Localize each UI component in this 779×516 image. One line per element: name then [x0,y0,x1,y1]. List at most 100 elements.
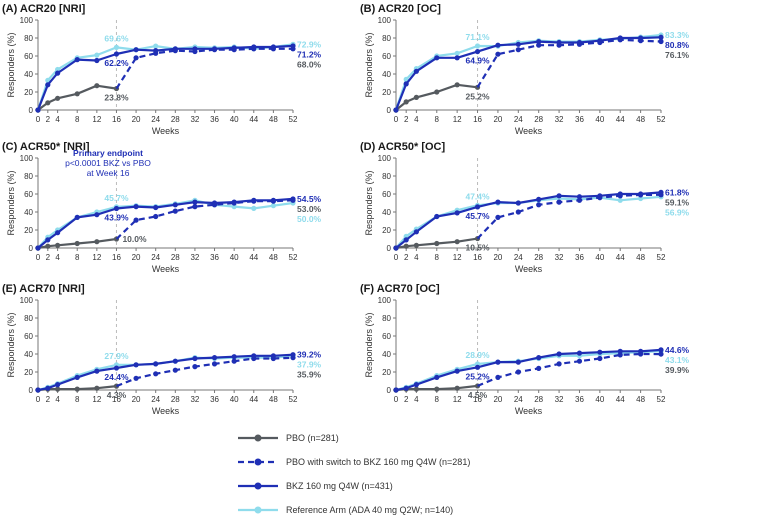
data-point-pbo [55,95,61,101]
x-tick-label: 48 [636,115,645,124]
data-point-bkz [474,204,481,210]
data-point-bkz [153,204,159,211]
data-point-bkz [515,200,521,206]
x-tick-label: 52 [289,115,298,124]
data-point-switch [658,351,664,357]
data-point-switch [617,352,623,358]
x-tick-label: 40 [230,395,239,404]
data-point-switch [192,364,198,370]
data-point-bkz [55,382,61,388]
legend-label-switch: PBO with switch to BKZ 160 mg Q4W (n=281… [286,457,470,467]
data-point-ref [251,205,257,211]
data-point-bkz [597,38,603,44]
x-tick-label: 20 [132,253,141,262]
data-point-ref [231,204,237,210]
x-tick-label: 24 [514,253,523,262]
data-point-switch [495,214,501,220]
x-tick-label: 0 [394,115,399,124]
data-point-bkz [133,47,139,53]
panel-title: (C) ACR50* [NRI] [2,141,90,153]
data-point-bkz [617,35,623,41]
data-point-bkz [192,355,198,362]
week52-value-label: 71.2% [297,49,322,59]
x-tick-label: 16 [112,253,121,262]
data-point-switch [515,209,521,215]
x-tick-label: 0 [394,253,399,262]
week16-value-label: 4.5% [468,390,488,400]
x-tick-label: 12 [92,253,101,262]
x-tick-label: 48 [269,253,278,262]
data-point-bkz [454,368,460,374]
data-point-bkz [211,200,218,206]
x-tick-label: 12 [92,395,101,404]
data-point-bkz [133,362,139,368]
data-point-switch [576,358,583,364]
x-tick-label: 32 [555,253,564,262]
y-tick-label: 0 [387,106,392,115]
data-point-bkz [172,46,178,52]
x-tick-label: 12 [453,115,462,124]
x-tick-label: 28 [534,253,543,262]
series-line-switch [116,356,294,388]
y-tick-label: 20 [382,368,391,377]
week16-value-label: 10.5% [465,243,490,253]
data-point-switch [172,367,178,373]
data-point-bkz [393,245,399,251]
data-point-bkz [74,214,80,220]
data-point-switch [556,361,562,367]
y-tick-label: 60 [382,190,391,199]
x-tick-label: 0 [36,253,41,262]
x-tick-label: 0 [394,395,399,404]
week52-value-label: 53.0% [297,204,322,214]
data-point-bkz [270,353,276,359]
x-axis-label: Weeks [515,264,543,274]
week52-value-label: 43.1% [665,355,690,365]
data-point-bkz [658,34,664,40]
x-tick-label: 12 [92,115,101,124]
data-point-switch [153,371,159,377]
x-tick-label: 28 [534,115,543,124]
x-tick-label: 28 [171,253,180,262]
y-tick-label: 80 [382,172,391,181]
x-tick-label: 0 [36,395,41,404]
week52-value-label: 61.8% [665,187,690,197]
y-tick-label: 0 [387,244,392,253]
y-tick-label: 100 [378,154,392,163]
data-point-bkz [658,189,664,195]
x-tick-label: 52 [289,395,298,404]
data-point-pbo [45,100,51,106]
data-point-switch [658,38,664,45]
data-point-bkz [35,107,41,113]
x-tick-label: 48 [269,395,278,404]
week16-value-label: 47.4% [465,191,490,201]
week52-value-label: 80.8% [665,40,690,50]
data-point-bkz [556,351,562,357]
data-point-bkz [617,348,623,354]
x-tick-label: 52 [289,253,298,262]
x-tick-label: 32 [190,395,199,404]
data-point-bkz [474,364,481,370]
data-point-pbo [74,240,80,247]
data-point-bkz [536,196,542,202]
week16-value-label: 64.9% [465,56,490,66]
data-point-bkz [172,202,178,208]
y-tick-label: 100 [378,16,392,25]
legend: PBO (n=281) PBO with switch to BKZ 160 mg… [238,433,470,515]
y-axis-label: Responders (%) [364,170,374,235]
data-point-pbo [55,386,61,392]
x-tick-label: 44 [616,253,625,262]
x-tick-label: 16 [112,115,121,124]
data-point-bkz [45,82,51,88]
data-point-bkz [211,355,218,361]
data-point-bkz [231,45,237,51]
x-tick-label: 2 [404,115,409,124]
data-point-bkz [495,199,501,205]
x-tick-label: 40 [230,253,239,262]
x-tick-label: 4 [414,115,419,124]
week16-value-label: 45.7% [465,211,490,221]
week52-value-label: 76.1% [665,50,690,60]
y-tick-label: 60 [24,52,33,61]
y-axis-label: Responders (%) [6,312,16,377]
week52-value-label: 54.5% [297,194,322,204]
